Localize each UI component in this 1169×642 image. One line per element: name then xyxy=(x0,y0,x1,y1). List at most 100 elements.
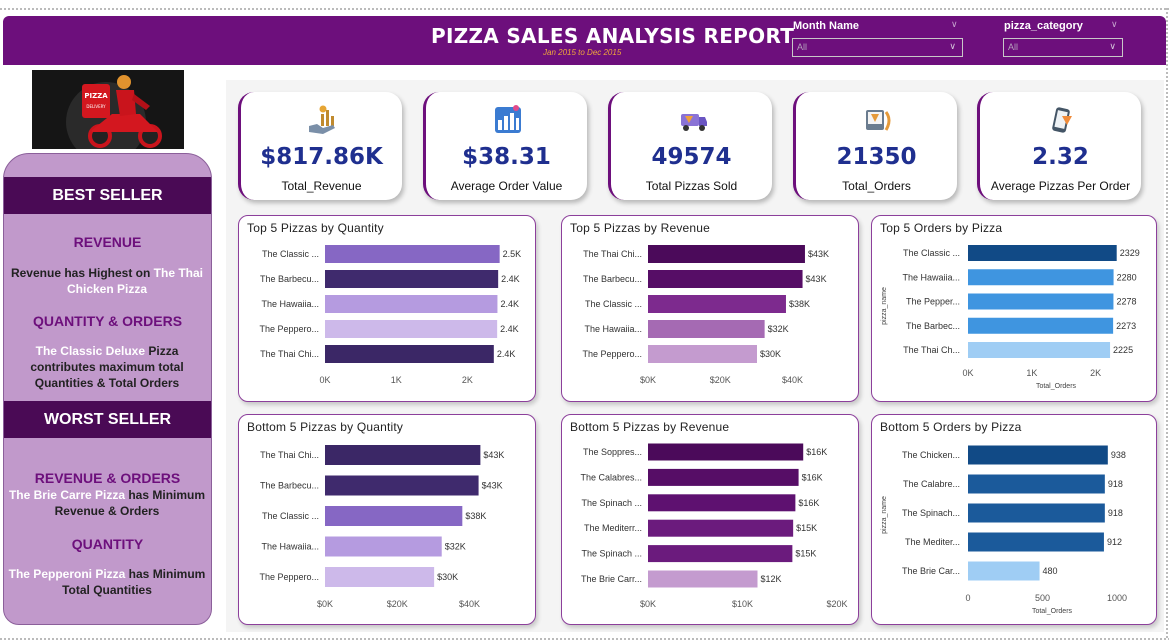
chart-top-rev: Top 5 Pizzas by Revenue The Thai Chi... $… xyxy=(561,215,859,402)
tick-label: 500 xyxy=(1035,593,1050,603)
chart-top-orders: Top 5 Orders by Pizza The Classic ... 232… xyxy=(871,215,1157,402)
svg-text:DELIVERY: DELIVERY xyxy=(86,104,106,109)
category-label: The Peppero... xyxy=(582,349,642,359)
kpi-label: Total_Revenue xyxy=(281,179,362,193)
bar xyxy=(648,443,804,461)
tick-label: 0K xyxy=(962,368,973,378)
data-label: $16K xyxy=(802,472,823,482)
category-label: The Thai Chi... xyxy=(260,450,319,460)
x-axis-label: Total_Orders xyxy=(1032,608,1073,615)
chart-top-qty: Top 5 Pizzas by Quantity The Classic ...… xyxy=(238,215,536,402)
best-qty-orders-text: The Classic Deluxe Pizza contributes max… xyxy=(30,344,184,390)
data-label: 2.4K xyxy=(501,274,520,284)
bar xyxy=(968,269,1114,286)
kpi-value: $817.86K xyxy=(260,144,383,170)
chart-bottom-orders: Bottom 5 Orders by Pizza The Chicken... 9… xyxy=(871,414,1157,625)
data-label: 2280 xyxy=(1117,272,1137,282)
kpi-total-orders: 21350 Total_Orders xyxy=(793,92,957,200)
data-label: $43K xyxy=(483,450,504,460)
data-label: $30K xyxy=(437,572,458,582)
chart-top-rev-svg: The Thai Chi... $43K The Barbecu... $43K The… xyxy=(582,245,829,385)
revenue-hand-icon xyxy=(309,105,335,134)
category-label: The Thai Chi... xyxy=(260,349,319,359)
data-label: $30K xyxy=(760,349,781,359)
data-label: $15K xyxy=(795,549,816,559)
category-label: The Spinach ... xyxy=(581,549,642,559)
kpi-total-pizzas-sold: 49574 Total Pizzas Sold xyxy=(608,92,772,200)
category-slicer-dropdown[interactable]: All ∨ xyxy=(1003,38,1123,57)
category-label: The Spinach... xyxy=(902,508,960,518)
data-label: 2273 xyxy=(1116,321,1136,331)
tick-label: $20K xyxy=(710,375,731,385)
bar xyxy=(968,293,1114,310)
category-label: The Hawaiia... xyxy=(261,542,319,552)
kpi-value: 21350 xyxy=(836,144,917,170)
svg-text:PIZZA: PIZZA xyxy=(84,92,108,100)
data-label: 2.5K xyxy=(503,249,522,259)
category-label: The Classic ... xyxy=(903,248,960,258)
tick-label: 1000 xyxy=(1107,593,1127,603)
bar xyxy=(648,468,799,486)
bottom-border xyxy=(0,638,1169,640)
chevron-down-icon: ∨ xyxy=(949,41,956,51)
chevron-down-icon[interactable]: ∨ xyxy=(1111,19,1118,29)
category-label: The Classic ... xyxy=(262,249,319,259)
data-label: 2.4K xyxy=(500,324,519,334)
bar xyxy=(648,519,794,537)
bar xyxy=(325,295,498,313)
category-label: The Pepper... xyxy=(906,297,960,307)
scooter-delivery-icon: PIZZA DELIVERY xyxy=(32,70,184,149)
data-label: $32K xyxy=(445,542,466,552)
month-slicer-dropdown[interactable]: All ∨ xyxy=(792,38,963,57)
category-label: The Thai Chi... xyxy=(583,249,642,259)
mobile-pizza-icon xyxy=(1052,107,1072,133)
tick-label: $0K xyxy=(640,599,656,609)
kpi-value: $38.31 xyxy=(462,144,551,170)
data-label: $43K xyxy=(806,274,827,284)
page-subtitle: Jan 2015 to Dec 2015 xyxy=(543,48,622,57)
bar xyxy=(648,545,793,563)
data-label: 2329 xyxy=(1120,248,1140,258)
category-slicer-value: All xyxy=(1008,42,1019,52)
data-label: $16K xyxy=(806,447,827,457)
data-label: $38K xyxy=(465,511,486,521)
data-label: $12K xyxy=(761,574,782,584)
chart-bottom-qty-svg: The Thai Chi... $43K The Barbecu... $43K The… xyxy=(259,445,504,609)
bar-chart-icon xyxy=(495,105,521,133)
chart-top-orders-svg: The Classic ... 2329 The Hawaiia... 2280 The… xyxy=(881,245,1140,390)
chart-title: Top 5 Pizzas by Quantity xyxy=(247,221,384,235)
bar xyxy=(325,536,442,557)
tick-label: $0K xyxy=(317,599,333,609)
kpi-value: 2.32 xyxy=(1032,144,1089,170)
bar xyxy=(648,320,765,338)
kpi-label: Total_Orders xyxy=(842,179,911,193)
category-label: The Barbecu... xyxy=(260,274,319,284)
data-label: $15K xyxy=(796,523,817,533)
bar xyxy=(648,295,786,313)
category-slicer-label: pizza_category xyxy=(1004,20,1083,32)
worst-quantity-text: The Pepperoni Pizza has Minimum Total Qu… xyxy=(8,567,206,597)
data-label: 912 xyxy=(1107,537,1122,547)
tick-label: $0K xyxy=(640,375,656,385)
tick-label: 1K xyxy=(391,375,402,385)
bar xyxy=(325,245,500,263)
worst-revenue-orders-heading: REVENUE & ORDERS xyxy=(34,470,181,486)
chart-bottom-rev: Bottom 5 Pizzas by Revenue The Soppres..… xyxy=(561,414,859,625)
bar xyxy=(968,532,1104,552)
chart-bottom-orders-svg: The Chicken... 938 The Calabre... 918 The Sp… xyxy=(881,445,1127,615)
delivery-logo-image: PIZZA DELIVERY xyxy=(32,70,184,149)
best-qty-orders-heading: QUANTITY & ORDERS xyxy=(32,313,183,329)
bar xyxy=(648,570,758,588)
kpi-label: Average Pizzas Per Order xyxy=(990,179,1131,193)
data-label: $32K xyxy=(768,324,789,334)
bar xyxy=(968,474,1105,494)
right-border xyxy=(1166,8,1168,640)
category-label: The Brie Carr... xyxy=(581,574,642,584)
chart-title: Top 5 Pizzas by Revenue xyxy=(570,221,711,235)
phone-order-icon xyxy=(866,110,891,131)
category-label: The Peppero... xyxy=(259,324,319,334)
chart-title: Top 5 Orders by Pizza xyxy=(880,221,1003,235)
chevron-down-icon[interactable]: ∨ xyxy=(951,19,958,29)
data-label: $16K xyxy=(798,498,819,508)
bar xyxy=(325,320,498,338)
